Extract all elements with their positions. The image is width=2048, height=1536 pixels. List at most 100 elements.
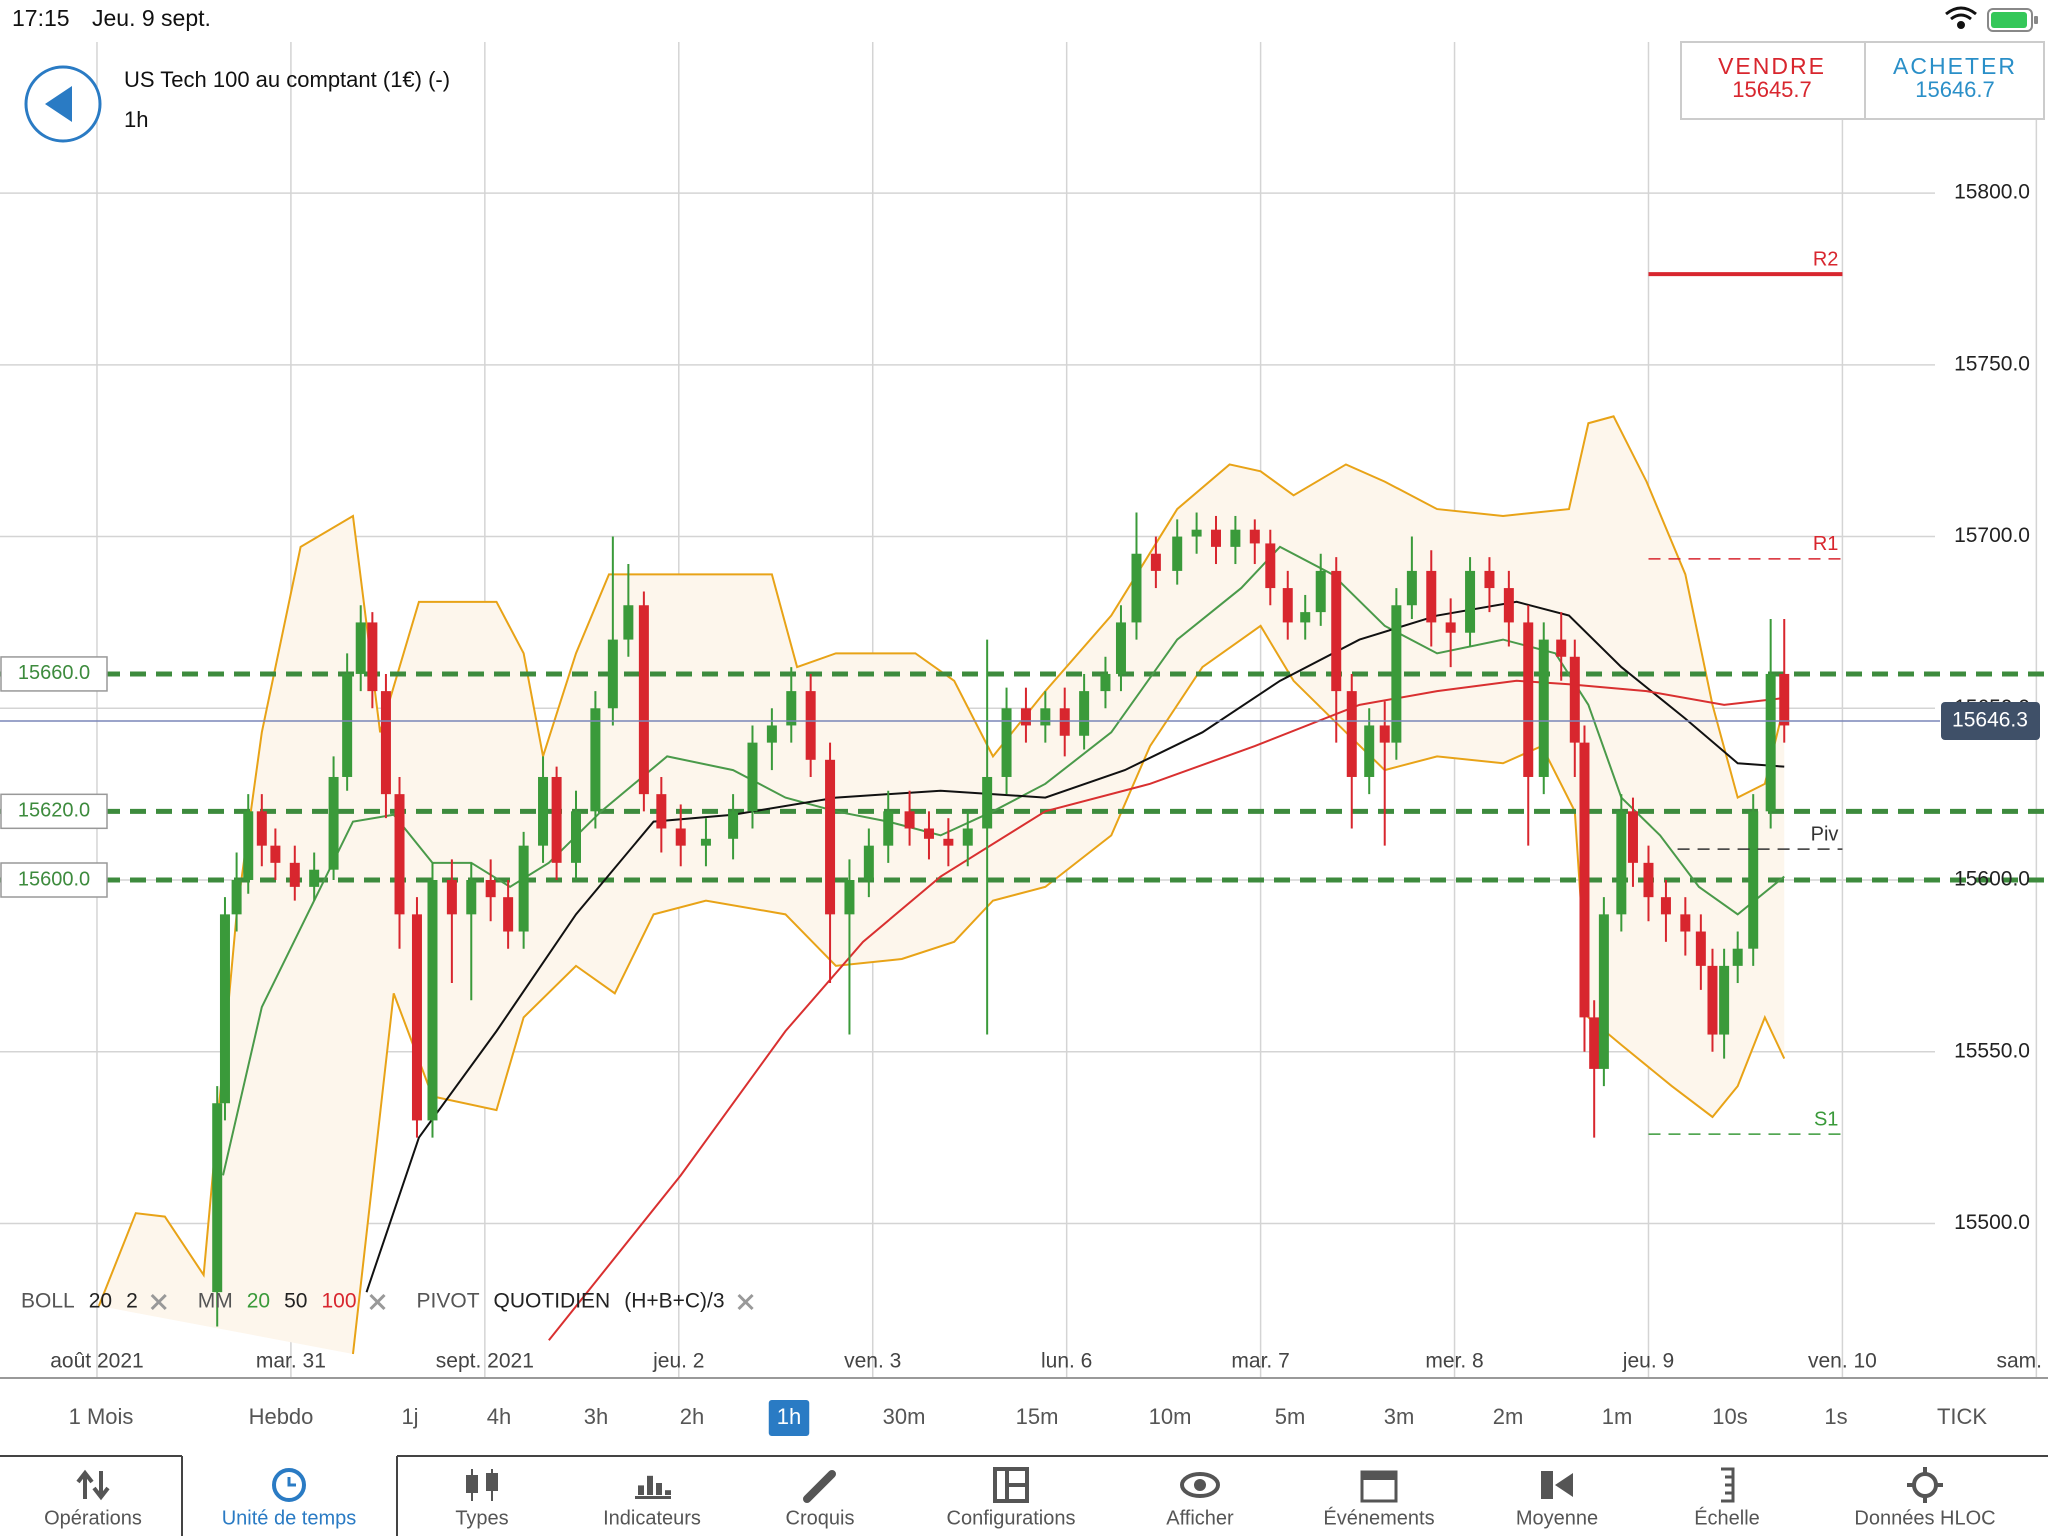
timeframe-label: 30m	[883, 1404, 926, 1429]
candle-body	[342, 673, 353, 777]
timeframe-button[interactable]: 3m	[1384, 1404, 1415, 1429]
pivot-label: R1	[1813, 533, 1839, 555]
toolbar-button[interactable]: Événements	[1323, 1470, 1435, 1529]
timeframe-label: 10m	[1149, 1404, 1192, 1429]
timeframe-button[interactable]: 3h	[584, 1404, 608, 1429]
toolbar-button[interactable]: Croquis	[786, 1470, 855, 1529]
buy-button[interactable]: ACHETER 15646.7	[1893, 53, 2017, 102]
candle-body	[446, 880, 457, 915]
legend-remove[interactable]	[369, 1293, 386, 1311]
toolbar-button[interactable]: Données HLOC	[1854, 1467, 1996, 1529]
candle-body	[656, 794, 667, 829]
toolbar-icon	[1180, 1472, 1220, 1498]
status-date: Jeu. 9 sept.	[92, 5, 211, 31]
timeframe-button[interactable]: 15m	[1016, 1404, 1059, 1429]
candle-body	[1172, 536, 1183, 571]
candle-body	[1001, 708, 1012, 777]
toolbar-button[interactable]: Configurations	[947, 1467, 1076, 1529]
y-tick-label: 15700.0	[1954, 524, 2030, 547]
timeframe-button[interactable]: 1h	[768, 1400, 810, 1436]
timeframe-button[interactable]: 1s	[1824, 1404, 1847, 1429]
legend-name: MM	[198, 1290, 233, 1313]
legend-remove[interactable]	[737, 1293, 754, 1311]
toolbar-button[interactable]: Afficher	[1166, 1472, 1234, 1529]
candle-body	[1191, 529, 1202, 537]
timeframe-button[interactable]: 5m	[1275, 1404, 1306, 1429]
candle-body	[1707, 965, 1718, 1035]
toolbar-button[interactable]: Échelle	[1694, 1467, 1760, 1529]
legend-param: 100	[321, 1290, 356, 1313]
plot	[0, 272, 2048, 1355]
timeframe-label: 4h	[487, 1404, 511, 1429]
candle-body	[503, 897, 514, 932]
y-tick-label: 15500.0	[1954, 1211, 2030, 1234]
candle-body	[411, 914, 422, 1121]
sell-button[interactable]: VENDRE 15645.7	[1718, 53, 1826, 102]
timeframe-button[interactable]: 1j	[401, 1404, 418, 1429]
timeframe-button[interactable]: 2h	[680, 1404, 704, 1429]
buy-label: ACHETER	[1893, 53, 2017, 79]
legend-remove[interactable]	[150, 1293, 167, 1311]
candle-body	[1282, 588, 1293, 623]
candle-body	[1150, 553, 1161, 571]
candle-body	[1503, 588, 1514, 623]
y-tick-label: 15750.0	[1954, 352, 2030, 375]
y-tick-label: 15800.0	[1954, 181, 2030, 204]
timeframe-button[interactable]: 30m	[883, 1404, 926, 1429]
candle-body	[367, 622, 378, 692]
timeframe-button[interactable]: 4h	[487, 1404, 511, 1429]
timeframe-label: 1h	[777, 1404, 801, 1429]
toolbar-button[interactable]: Moyenne	[1516, 1471, 1598, 1529]
status-time: 17:15	[12, 5, 70, 31]
candle-body	[638, 605, 649, 795]
toolbar-icon	[638, 1485, 644, 1495]
toolbar-icon	[647, 1475, 653, 1495]
candle-body	[1484, 570, 1495, 589]
timeframe-button[interactable]: 1 Mois	[69, 1404, 134, 1429]
toolbar-icon	[466, 1475, 478, 1493]
indicator-line	[548, 679, 1785, 1341]
timeframe-label: 3h	[584, 1404, 608, 1429]
timeframe-button[interactable]: 10s	[1712, 1404, 1747, 1429]
candle-body	[786, 691, 797, 726]
candle-body	[923, 828, 934, 839]
level-label: 15620.0	[18, 800, 90, 822]
timeframe-label: 2h	[680, 1404, 704, 1429]
y-tick-label: 15600.0	[1954, 868, 2030, 891]
toolbar-label: Opérations	[44, 1507, 142, 1529]
candle-body	[1100, 673, 1111, 692]
toolbar-button[interactable]: Types	[455, 1469, 509, 1529]
x-tick-label: sam.	[1996, 1350, 2042, 1373]
toolbar-icon	[803, 1470, 836, 1503]
candle-body	[943, 838, 954, 846]
candle-body	[1230, 529, 1241, 547]
toolbar-button[interactable]: Opérations	[44, 1469, 142, 1529]
timeframe-button[interactable]: Hebdo	[249, 1404, 314, 1429]
legend-name: BOLL	[21, 1290, 75, 1313]
x-tick-label: ven. 10	[1808, 1350, 1877, 1373]
timeframe-button[interactable]: 10m	[1149, 1404, 1192, 1429]
timeframe-selected	[768, 1400, 810, 1436]
toolbar-button[interactable]: Unité de temps	[222, 1468, 357, 1529]
candle-body	[590, 708, 601, 812]
timeframe-button[interactable]: TICK	[1937, 1404, 1987, 1429]
buy-price: 15646.7	[1915, 77, 1995, 102]
pivot-label: R2	[1813, 248, 1839, 270]
level-label: 15660.0	[18, 662, 90, 684]
candle-body	[1265, 543, 1276, 589]
timeframe-button[interactable]: 2m	[1493, 1404, 1524, 1429]
toolbar-icon	[1907, 1467, 1943, 1503]
candle-body	[747, 742, 758, 812]
candle-body	[243, 811, 254, 881]
timeframe-label: 2m	[1493, 1404, 1524, 1429]
candle-body	[1115, 622, 1126, 674]
x-tick-label: mar. 7	[1231, 1350, 1289, 1373]
x-tick-label: mar. 31	[256, 1350, 326, 1373]
legend-param: 20	[89, 1290, 112, 1313]
timeframe-button[interactable]: 1m	[1602, 1404, 1633, 1429]
candle-body	[427, 880, 438, 1121]
back-button[interactable]	[24, 65, 102, 143]
toolbar-button[interactable]: Indicateurs	[603, 1475, 701, 1529]
candle-body	[571, 811, 581, 863]
candle-body	[1732, 948, 1743, 966]
